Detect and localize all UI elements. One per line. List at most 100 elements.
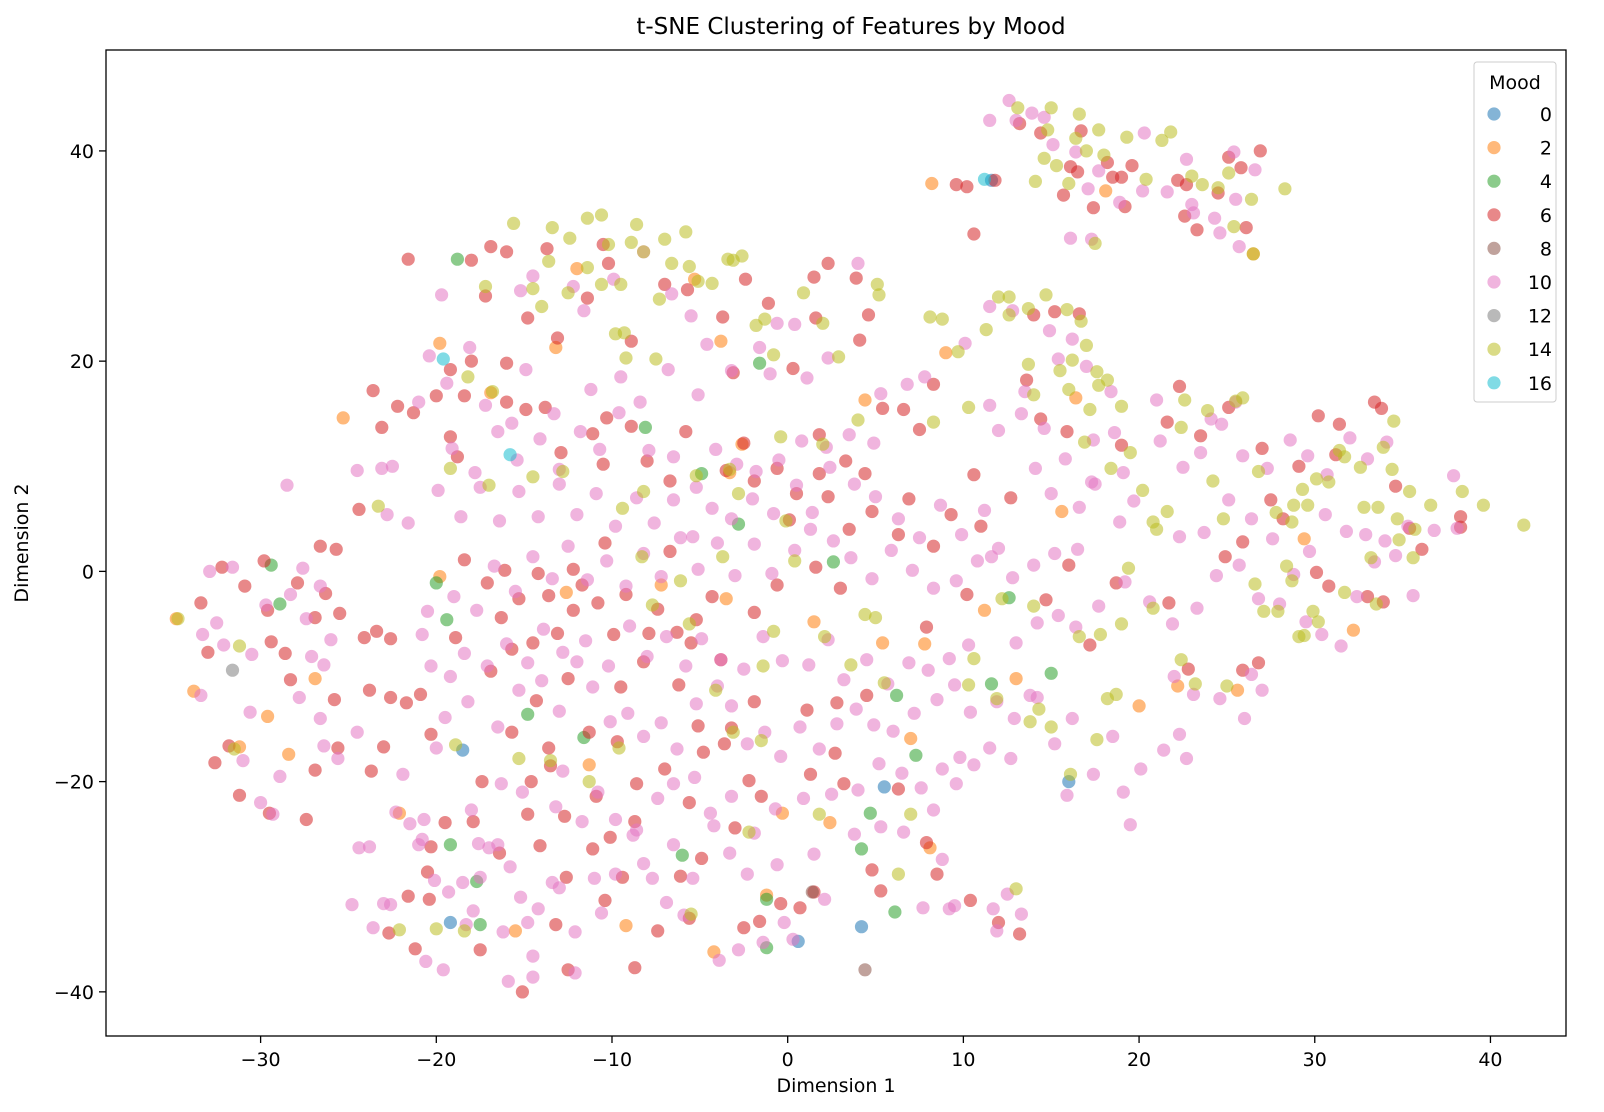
point-mood-6 bbox=[283, 673, 298, 687]
point-mood-14 bbox=[851, 413, 865, 427]
point-mood-10 bbox=[847, 477, 862, 491]
point-mood-10 bbox=[749, 464, 763, 479]
point-mood-10 bbox=[921, 663, 935, 677]
point-mood-6 bbox=[821, 490, 835, 504]
point-mood-10 bbox=[756, 630, 770, 644]
point-mood-10 bbox=[788, 317, 802, 331]
point-mood-14 bbox=[673, 574, 688, 588]
legend-label-2: 2 bbox=[1540, 138, 1552, 160]
point-mood-10 bbox=[254, 796, 268, 810]
point-mood-10 bbox=[970, 554, 985, 568]
y-tick-label: 0 bbox=[82, 561, 94, 583]
point-mood-10 bbox=[1058, 452, 1072, 466]
point-mood-10 bbox=[786, 932, 800, 946]
point-mood-10 bbox=[1213, 692, 1227, 706]
point-mood-10 bbox=[547, 407, 561, 421]
point-mood-10 bbox=[1179, 152, 1194, 166]
point-mood-10 bbox=[670, 742, 684, 756]
point-mood-14 bbox=[1338, 450, 1352, 464]
point-mood-10 bbox=[926, 803, 941, 817]
point-mood-14 bbox=[1011, 101, 1025, 115]
point-mood-10 bbox=[740, 737, 754, 751]
legend-label-16: 16 bbox=[1528, 373, 1552, 395]
point-mood-10 bbox=[591, 785, 605, 799]
point-mood-10 bbox=[916, 901, 930, 915]
point-mood-10 bbox=[1160, 185, 1174, 199]
point-mood-10 bbox=[514, 284, 528, 298]
point-mood-6 bbox=[558, 809, 572, 823]
point-mood-6 bbox=[561, 672, 575, 686]
point-mood-10 bbox=[948, 678, 962, 692]
point-mood-6 bbox=[424, 727, 438, 741]
point-mood-14 bbox=[756, 659, 770, 673]
point-mood-10 bbox=[1229, 192, 1243, 206]
point-mood-10 bbox=[770, 858, 784, 872]
point-mood-10 bbox=[603, 715, 617, 729]
point-mood-10 bbox=[1255, 683, 1269, 697]
point-mood-14 bbox=[1211, 181, 1225, 195]
point-mood-14 bbox=[580, 261, 595, 275]
point-mood-6 bbox=[663, 544, 677, 559]
point-mood-6 bbox=[624, 419, 638, 433]
point-mood-10 bbox=[389, 805, 403, 819]
point-mood-14 bbox=[594, 277, 609, 291]
point-mood-14 bbox=[443, 461, 457, 475]
point-mood-10 bbox=[526, 550, 540, 564]
legend-label-4: 4 bbox=[1540, 171, 1552, 193]
point-mood-6 bbox=[540, 242, 554, 256]
point-mood-6 bbox=[498, 563, 512, 577]
point-mood-10 bbox=[352, 841, 366, 855]
point-mood-10 bbox=[366, 921, 380, 935]
legend: Mood 0 2 4 6 8 10 12 14 16 bbox=[1473, 61, 1557, 403]
point-mood-10 bbox=[619, 579, 633, 593]
point-mood-14 bbox=[1392, 533, 1406, 547]
point-mood-10 bbox=[935, 762, 949, 776]
point-mood-14 bbox=[1188, 677, 1202, 691]
point-mood-6 bbox=[429, 389, 443, 403]
y-tick-label: 40 bbox=[70, 141, 94, 163]
point-mood-14 bbox=[1371, 500, 1385, 514]
point-mood-10 bbox=[788, 543, 802, 558]
point-mood-6 bbox=[640, 454, 654, 468]
point-mood-6 bbox=[533, 839, 547, 853]
point-mood-14 bbox=[726, 725, 740, 739]
point-mood-10 bbox=[482, 841, 496, 855]
point-mood-16 bbox=[977, 172, 992, 186]
point-mood-14 bbox=[526, 470, 540, 484]
point-mood-6 bbox=[874, 884, 888, 898]
point-mood-6 bbox=[1190, 223, 1204, 237]
point-mood-14 bbox=[1246, 247, 1260, 261]
point-mood-14 bbox=[1287, 498, 1301, 512]
chart-title: t-SNE Clustering of Features by Mood bbox=[636, 14, 1065, 40]
point-mood-6 bbox=[902, 492, 916, 506]
point-mood-6 bbox=[1234, 161, 1248, 175]
point-mood-10 bbox=[266, 807, 280, 821]
point-mood-6 bbox=[1415, 542, 1429, 556]
point-mood-10 bbox=[661, 363, 675, 377]
point-mood-6 bbox=[1239, 221, 1253, 235]
point-mood-6 bbox=[738, 272, 753, 286]
point-mood-14 bbox=[742, 825, 756, 839]
point-mood-6 bbox=[753, 914, 767, 929]
point-mood-10 bbox=[429, 741, 443, 755]
point-mood-10 bbox=[1042, 324, 1057, 338]
point-mood-10 bbox=[210, 616, 224, 630]
point-mood-10 bbox=[438, 710, 452, 725]
point-mood-10 bbox=[633, 395, 647, 409]
legend-label-6: 6 bbox=[1540, 205, 1552, 227]
point-mood-10 bbox=[1153, 434, 1167, 448]
point-mood-10 bbox=[874, 387, 888, 401]
point-mood-6 bbox=[422, 892, 436, 906]
y-axis-label: Dimension 2 bbox=[11, 483, 33, 602]
point-mood-10 bbox=[1157, 743, 1171, 757]
point-mood-10 bbox=[1051, 352, 1065, 366]
point-mood-10 bbox=[949, 777, 963, 791]
point-mood-10 bbox=[867, 436, 881, 450]
point-mood-14 bbox=[1295, 482, 1310, 496]
point-mood-6 bbox=[717, 737, 732, 751]
point-mood-10 bbox=[630, 823, 644, 837]
point-mood-6 bbox=[828, 746, 842, 760]
point-mood-10 bbox=[593, 442, 607, 456]
point-mood-6 bbox=[1322, 579, 1336, 593]
point-mood-10 bbox=[1048, 546, 1062, 561]
